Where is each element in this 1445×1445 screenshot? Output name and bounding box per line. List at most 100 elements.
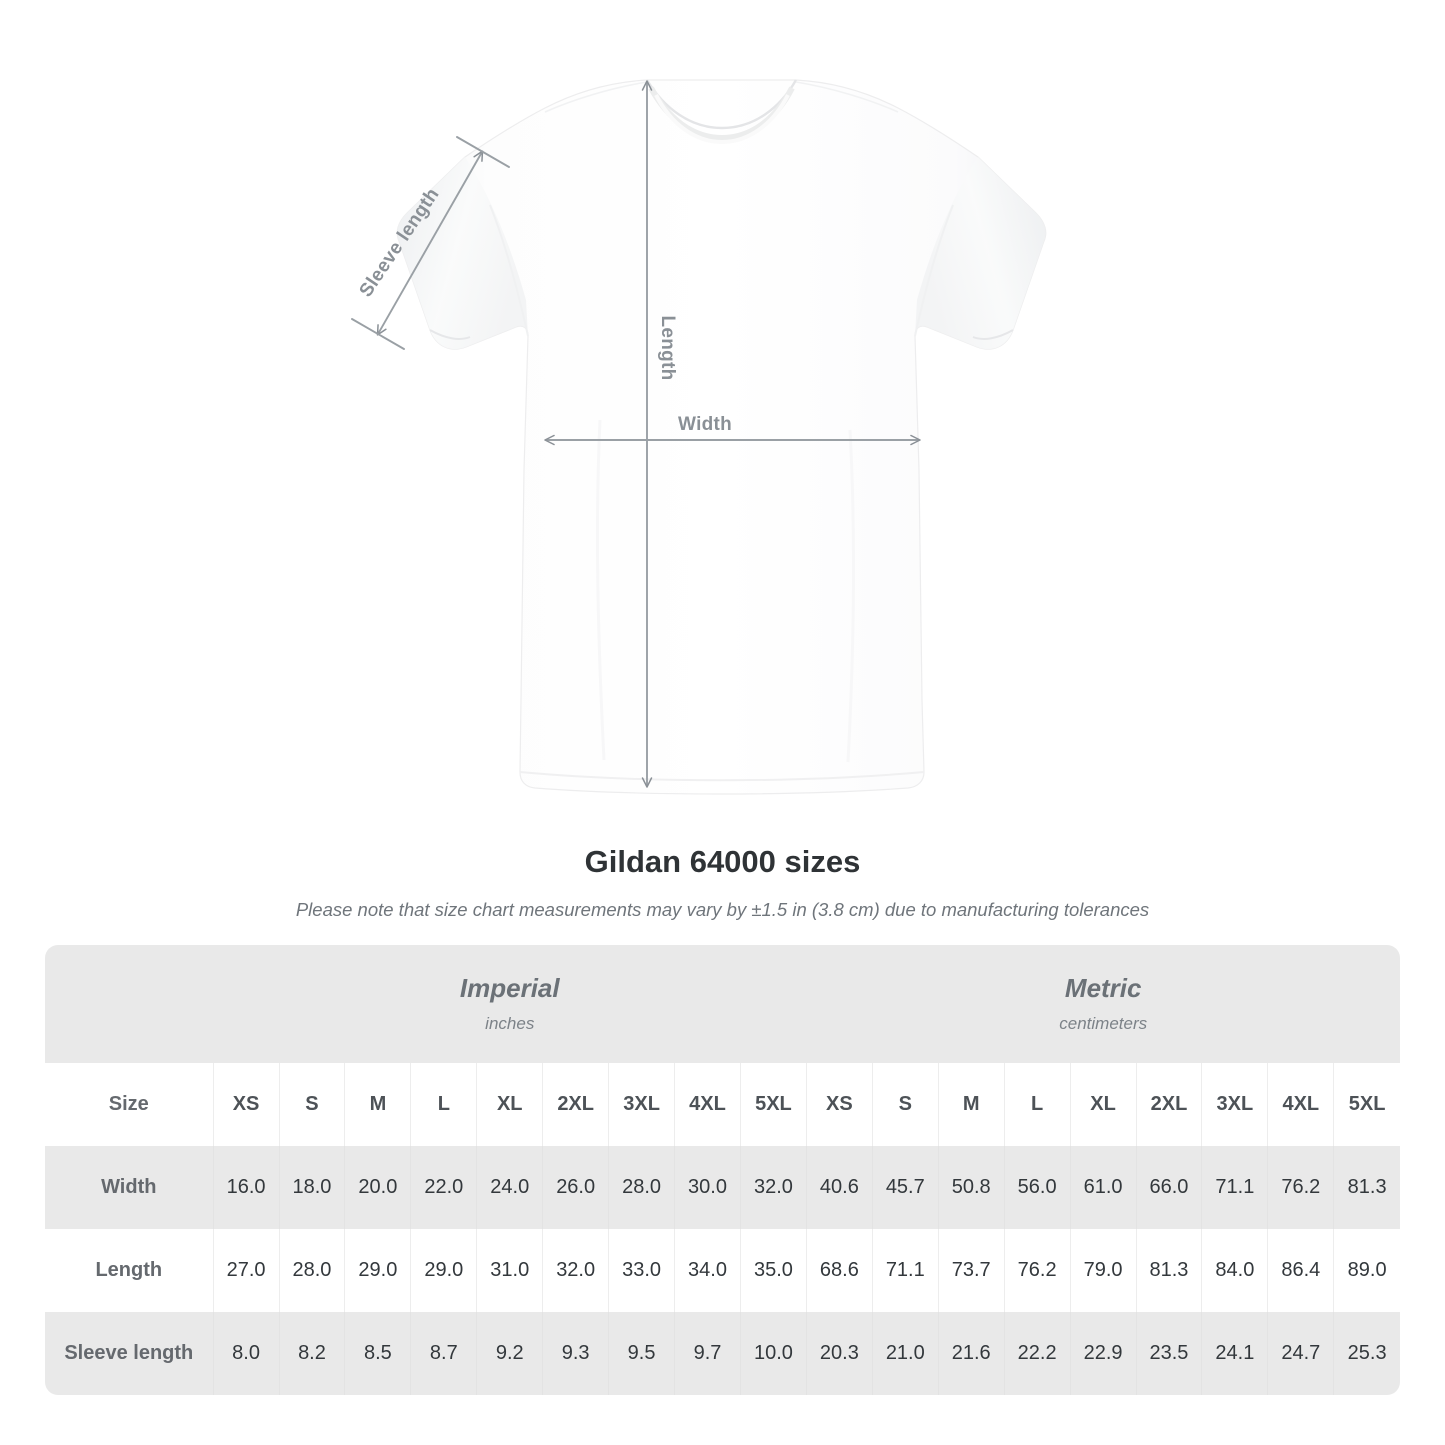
cell-length-metric-4xl: 86.4	[1267, 1229, 1334, 1312]
unit-sub-imperial: inches	[485, 1013, 535, 1033]
cell-width-imperial-5xl: 32.0	[739, 1146, 807, 1229]
cell-width-metric-s: 45.7	[871, 1146, 939, 1229]
cell-sleeve-metric-5xl: 25.3	[1333, 1312, 1400, 1395]
length-label: Length	[657, 315, 678, 381]
cell-width-metric-2xl: 66.0	[1135, 1146, 1202, 1229]
cell-sleeve-imperial-xs: 8.0	[212, 1312, 280, 1395]
cell-length-metric-s: 71.1	[871, 1229, 939, 1312]
cell-width-imperial-2xl: 26.0	[542, 1146, 609, 1229]
cell-sleeve-imperial-2xl: 9.3	[542, 1312, 609, 1395]
cell-length-imperial-4xl: 34.0	[674, 1229, 741, 1312]
cell-sleeve-imperial-s: 8.2	[278, 1312, 345, 1395]
cell-length-imperial-3xl: 33.0	[608, 1229, 675, 1312]
sleeve-tick-top	[456, 136, 510, 168]
table-row: Width 16.0 18.0 20.0 22.0 24.0 26.0 28.0…	[45, 1146, 1400, 1229]
cell-width-metric-xl: 61.0	[1069, 1146, 1137, 1229]
page-title: Gildan 64000 sizes	[584, 844, 861, 879]
unit-banner-row: Imperial inches Metric centimeters	[45, 945, 1400, 1063]
unit-sub-metric: centimeters	[1059, 1013, 1148, 1033]
sleeve-tick-bottom	[351, 318, 405, 350]
size-header-metric-l: L	[1003, 1063, 1071, 1146]
cell-length-metric-m: 73.7	[937, 1229, 1005, 1312]
size-header-metric-xs: XS	[805, 1063, 873, 1146]
cell-sleeve-metric-m: 21.6	[937, 1312, 1005, 1395]
size-header-imperial-xl: XL	[476, 1063, 543, 1146]
cell-length-imperial-l: 29.0	[410, 1229, 477, 1312]
cell-length-imperial-xs: 27.0	[212, 1229, 280, 1312]
cell-sleeve-metric-2xl: 23.5	[1135, 1312, 1202, 1395]
unit-section-imperial: Imperial inches	[213, 945, 807, 1063]
row-label-length: Length	[45, 1229, 214, 1312]
cell-sleeve-imperial-l: 8.7	[410, 1312, 477, 1395]
cell-sleeve-metric-l: 22.2	[1003, 1312, 1071, 1395]
cell-length-metric-3xl: 84.0	[1201, 1229, 1268, 1312]
cell-length-imperial-2xl: 32.0	[542, 1229, 609, 1312]
cell-length-metric-2xl: 81.3	[1135, 1229, 1202, 1312]
cell-width-metric-3xl: 71.1	[1201, 1146, 1268, 1229]
size-header-metric-s: S	[871, 1063, 939, 1146]
size-header-imperial-3xl: 3XL	[608, 1063, 675, 1146]
cell-length-metric-xl: 79.0	[1069, 1229, 1137, 1312]
cell-length-metric-5xl: 89.0	[1333, 1229, 1400, 1312]
shirt-body	[396, 79, 1047, 795]
cell-width-metric-m: 50.8	[937, 1146, 1005, 1229]
cell-sleeve-metric-s: 21.0	[871, 1312, 939, 1395]
cell-sleeve-imperial-3xl: 9.5	[608, 1312, 675, 1395]
cell-sleeve-metric-4xl: 24.7	[1267, 1312, 1334, 1395]
cell-sleeve-imperial-5xl: 10.0	[739, 1312, 807, 1395]
size-header-imperial-5xl: 5XL	[739, 1063, 807, 1146]
row-label-sleeve-length: Sleeve length	[45, 1312, 214, 1395]
unit-banner-spacer	[45, 945, 214, 1063]
size-header-metric-xl: XL	[1069, 1063, 1137, 1146]
size-header-metric-4xl: 4XL	[1267, 1063, 1334, 1146]
size-header-metric-5xl: 5XL	[1333, 1063, 1400, 1146]
row-label-width: Width	[45, 1146, 214, 1229]
cell-sleeve-metric-xs: 20.3	[805, 1312, 873, 1395]
size-chart-table-container: Imperial inches Metric centimeters Size …	[45, 945, 1400, 1395]
cell-length-imperial-xl: 31.0	[476, 1229, 543, 1312]
cell-length-imperial-m: 29.0	[344, 1229, 411, 1312]
row-label-size: Size	[45, 1063, 214, 1146]
size-header-imperial-m: M	[344, 1063, 411, 1146]
size-header-metric-3xl: 3XL	[1201, 1063, 1268, 1146]
cell-length-imperial-s: 28.0	[278, 1229, 345, 1312]
cell-sleeve-imperial-4xl: 9.7	[674, 1312, 741, 1395]
tolerance-note: Please note that size chart measurements…	[295, 899, 1150, 921]
dimension-lines	[351, 80, 921, 788]
size-header-metric-2xl: 2XL	[1135, 1063, 1202, 1146]
cell-width-imperial-3xl: 28.0	[608, 1146, 675, 1229]
cell-width-imperial-m: 20.0	[344, 1146, 411, 1229]
cell-length-imperial-5xl: 35.0	[739, 1229, 807, 1312]
table-row: Length 27.0 28.0 29.0 29.0 31.0 32.0 33.…	[45, 1229, 1400, 1312]
width-label: Width	[678, 414, 733, 435]
size-header-imperial-xs: XS	[212, 1063, 280, 1146]
cell-sleeve-metric-xl: 22.9	[1069, 1312, 1137, 1395]
size-chart-table: Imperial inches Metric centimeters Size …	[45, 945, 1400, 1395]
cell-sleeve-imperial-xl: 9.2	[476, 1312, 543, 1395]
size-header-imperial-s: S	[278, 1063, 345, 1146]
size-header-imperial-4xl: 4XL	[674, 1063, 741, 1146]
unit-section-metric: Metric centimeters	[806, 945, 1400, 1063]
cell-sleeve-imperial-m: 8.5	[344, 1312, 411, 1395]
cell-width-imperial-s: 18.0	[278, 1146, 345, 1229]
size-header-imperial-l: L	[410, 1063, 477, 1146]
sleeve-arrow	[376, 150, 484, 336]
size-header-metric-m: M	[937, 1063, 1005, 1146]
unit-name-imperial: Imperial	[459, 973, 560, 1004]
size-header-imperial-2xl: 2XL	[542, 1063, 609, 1146]
cell-width-metric-4xl: 76.2	[1267, 1146, 1334, 1229]
cell-length-metric-l: 76.2	[1003, 1229, 1071, 1312]
cell-width-imperial-xs: 16.0	[212, 1146, 280, 1229]
cell-width-imperial-4xl: 30.0	[674, 1146, 741, 1229]
cell-width-metric-xs: 40.6	[805, 1146, 873, 1229]
chart-heading-block: Gildan 64000 sizes Please note that size…	[0, 844, 1445, 921]
cell-width-metric-5xl: 81.3	[1333, 1146, 1400, 1229]
cell-width-metric-l: 56.0	[1003, 1146, 1071, 1229]
tshirt-illustration	[351, 79, 1047, 795]
cell-width-imperial-xl: 24.0	[476, 1146, 543, 1229]
cell-width-imperial-l: 22.0	[410, 1146, 477, 1229]
size-header-row: Size XS S M L XL 2XL 3XL 4XL 5XL XS S M …	[45, 1063, 1400, 1146]
unit-name-metric: Metric	[1064, 973, 1142, 1004]
table-row: Sleeve length 8.0 8.2 8.5 8.7 9.2 9.3 9.…	[45, 1312, 1400, 1395]
tshirt-diagram: Sleeve length Length Width	[351, 79, 1047, 795]
